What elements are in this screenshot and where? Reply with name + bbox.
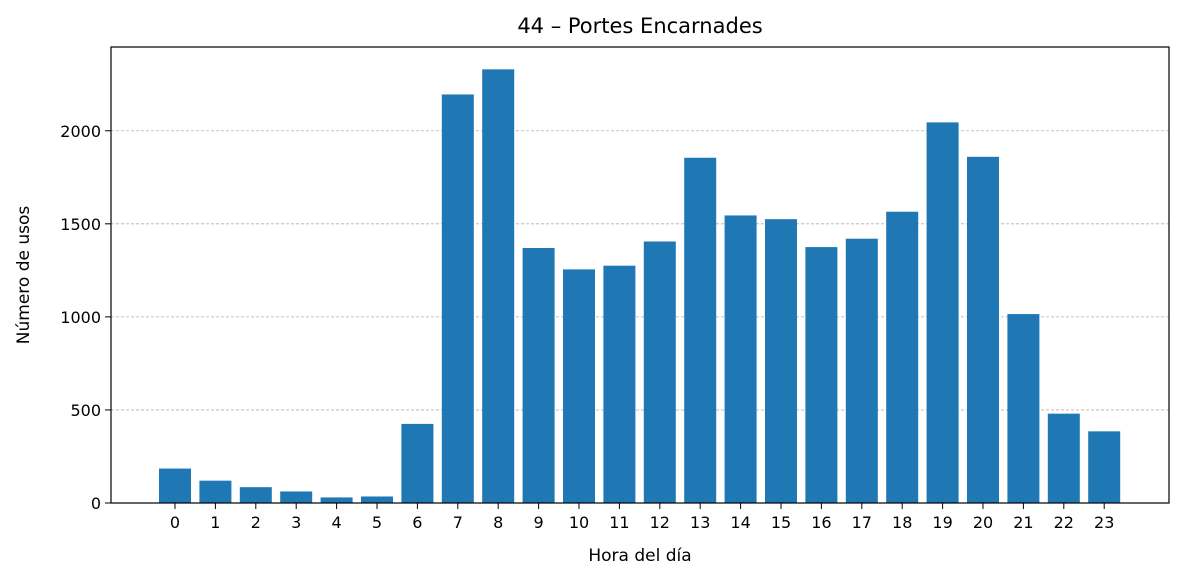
x-tick-label: 10	[569, 513, 589, 532]
x-axis-label: Hora del día	[588, 546, 691, 566]
y-tick-label: 2000	[60, 122, 101, 141]
x-tick-label: 20	[973, 513, 993, 532]
x-tick-label: 11	[609, 513, 629, 532]
bar-hour-6	[401, 423, 434, 503]
bar-hour-12	[643, 241, 676, 503]
y-tick-label: 0	[91, 494, 101, 513]
bar-hour-3	[280, 491, 313, 503]
bar-hour-18	[886, 211, 919, 503]
bar-hour-20	[967, 156, 999, 503]
y-tick-label: 1000	[60, 308, 101, 327]
bar-hour-8	[482, 69, 515, 504]
bar-hour-21	[1007, 314, 1040, 503]
x-tick-label: 23	[1094, 513, 1114, 532]
bar-hour-10	[563, 269, 595, 503]
x-tick-label: 19	[932, 513, 952, 532]
y-axis-label: Número de usos	[14, 206, 34, 345]
x-tick-label: 12	[650, 513, 670, 532]
bar-hour-2	[239, 487, 272, 503]
x-axis-ticks: 0 1 2 3 4 5 6 7 8 9 10 11 12 13 14 15 16 17 18 19 20 21 22 23	[170, 503, 1114, 532]
x-tick-label: 5	[372, 513, 382, 532]
x-tick-label: 17	[852, 513, 872, 532]
bars	[159, 69, 1121, 504]
x-tick-label: 22	[1054, 513, 1074, 532]
x-tick-label: 16	[811, 513, 831, 532]
x-tick-label: 13	[690, 513, 710, 532]
bar-hour-16	[805, 247, 838, 503]
bar-hour-9	[522, 248, 555, 503]
bar-hour-17	[845, 238, 878, 503]
bar-hour-0	[159, 468, 191, 503]
x-tick-label: 21	[1013, 513, 1033, 532]
bar-hour-14	[724, 215, 757, 504]
x-tick-label: 0	[170, 513, 180, 532]
x-tick-label: 1	[210, 513, 220, 532]
plot-frame	[110, 46, 1170, 504]
bar-hour-11	[603, 265, 636, 503]
x-tick-label: 4	[332, 513, 342, 532]
bar-hour-19	[926, 122, 959, 504]
bar-hour-23	[1088, 431, 1121, 503]
x-tick-label: 6	[412, 513, 422, 532]
bar-hour-4	[320, 497, 353, 503]
bar-hour-22	[1047, 413, 1080, 503]
bar-hour-1	[199, 480, 232, 503]
bar-hour-5	[361, 496, 393, 503]
bar-hour-15	[765, 219, 797, 503]
bar-hour-7	[441, 94, 474, 503]
x-tick-label: 8	[493, 513, 503, 532]
x-tick-label: 2	[251, 513, 261, 532]
bar-hour-13	[684, 157, 717, 503]
y-tick-label: 500	[70, 401, 101, 420]
y-tick-label: 1500	[60, 215, 101, 234]
y-axis-ticks: 0 500 1000 1500 2000	[60, 122, 111, 513]
x-tick-label: 9	[534, 513, 544, 532]
x-tick-label: 14	[730, 513, 750, 532]
x-tick-label: 3	[291, 513, 301, 532]
x-tick-label: 7	[453, 513, 463, 532]
chart-title: 44 – Portes Encarnades	[517, 14, 762, 38]
x-tick-label: 18	[892, 513, 912, 532]
x-tick-label: 15	[771, 513, 791, 532]
